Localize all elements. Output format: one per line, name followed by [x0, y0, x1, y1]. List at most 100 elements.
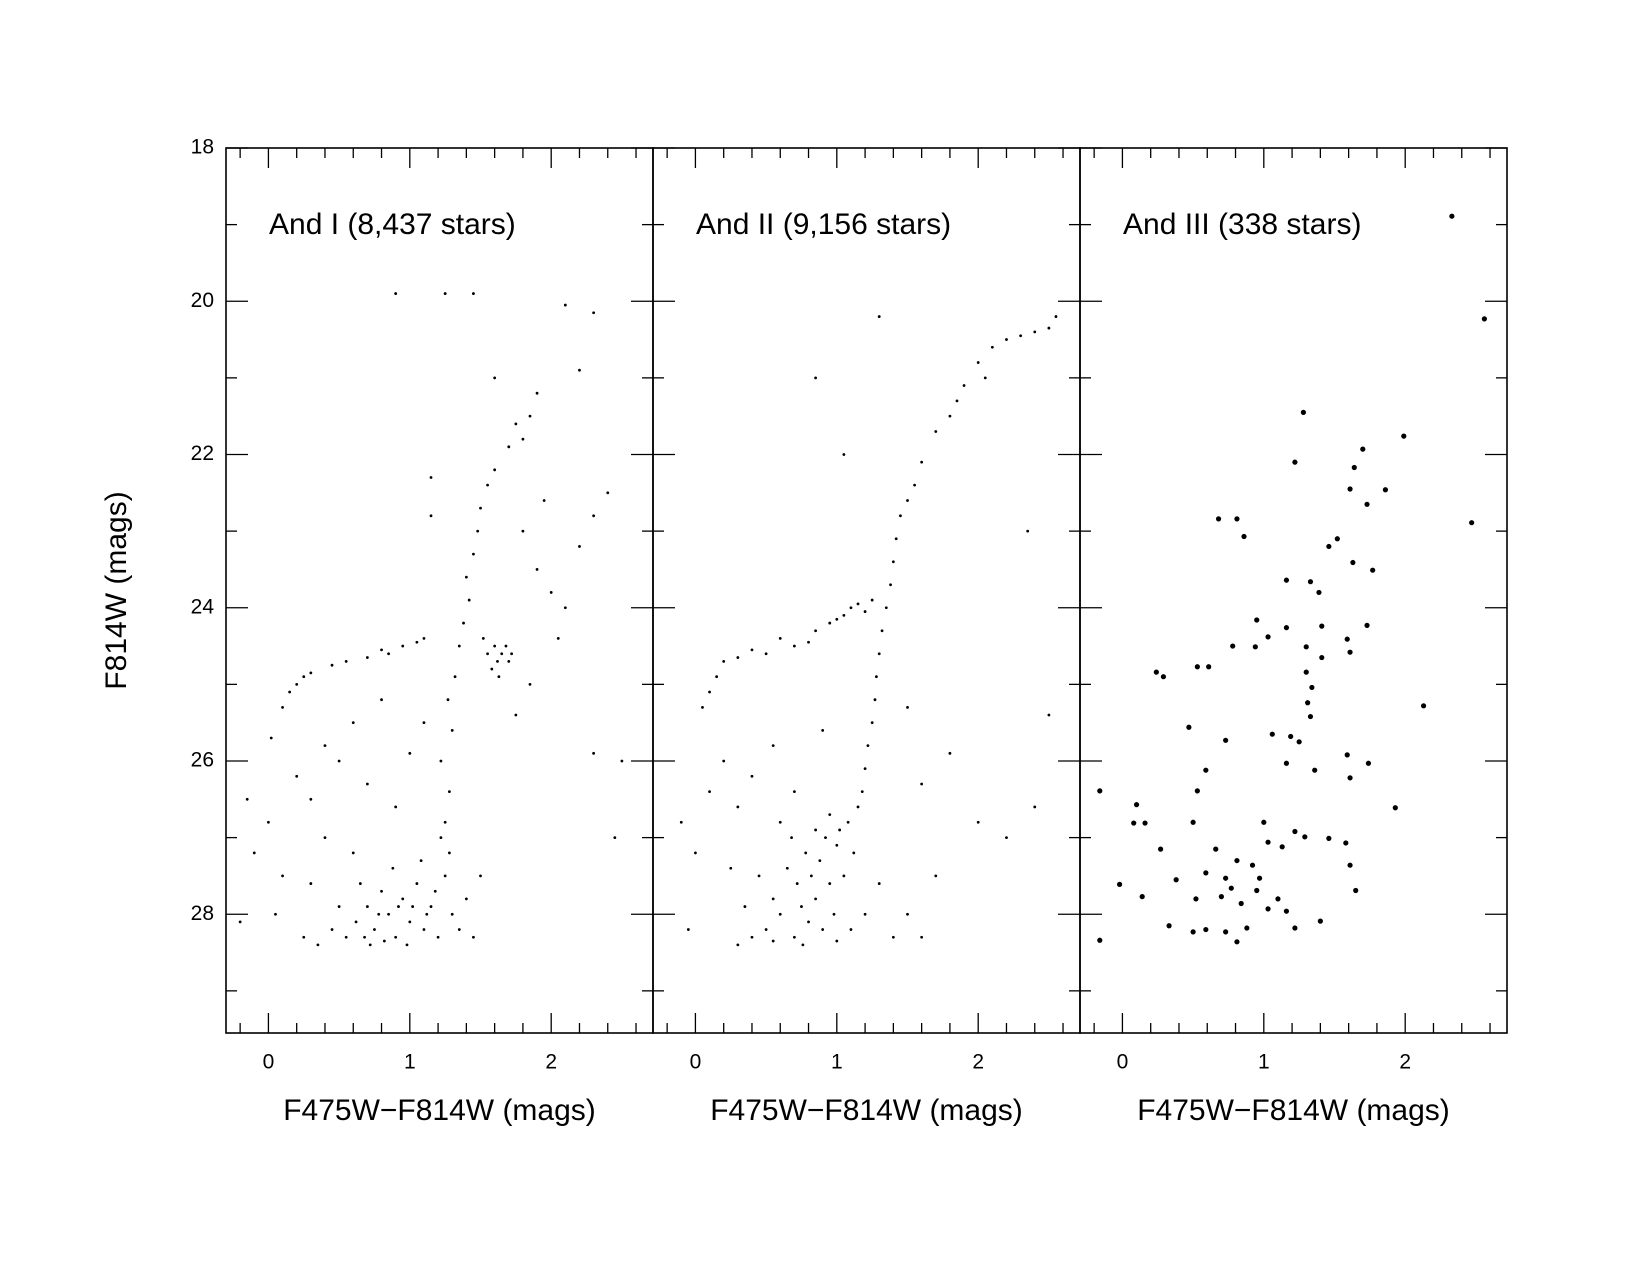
star-point — [1033, 805, 1037, 809]
star-point — [382, 939, 386, 943]
star-point — [507, 659, 511, 663]
star-point — [1218, 894, 1224, 900]
star-point — [592, 514, 596, 518]
star-point — [1265, 839, 1271, 845]
star-point — [1292, 828, 1298, 835]
star-point — [479, 874, 482, 878]
star-point — [330, 663, 334, 667]
star-point — [955, 399, 959, 403]
star-point — [472, 935, 475, 939]
x-tick-label: 0 — [1117, 1051, 1129, 1074]
star-point — [447, 790, 451, 794]
star-point — [757, 874, 761, 878]
star-point — [436, 935, 440, 939]
star-point — [906, 499, 909, 502]
star-point — [1142, 820, 1148, 826]
star-point — [422, 928, 426, 931]
star-point — [1133, 802, 1140, 808]
star-point — [1097, 937, 1103, 943]
star-point — [1420, 703, 1427, 709]
star-point — [528, 414, 532, 418]
star-point — [1309, 684, 1315, 691]
star-point — [1254, 617, 1260, 623]
star-point — [792, 644, 796, 648]
star-point — [835, 843, 839, 847]
star-point — [500, 652, 504, 656]
y-tick-label: 18 — [191, 136, 214, 159]
star-point — [405, 943, 409, 947]
star-point — [1392, 805, 1398, 811]
star-point — [486, 652, 489, 656]
star-point — [842, 874, 846, 878]
star-point — [1190, 819, 1196, 825]
star-point — [1469, 520, 1475, 526]
star-point — [408, 751, 412, 755]
x-tick-label: 2 — [972, 1051, 984, 1074]
star-point — [397, 905, 400, 908]
star-point — [556, 636, 560, 640]
star-point — [1215, 516, 1222, 522]
star-point — [252, 851, 256, 855]
panel-title: And I (8,437 stars) — [269, 208, 516, 241]
star-point — [1347, 649, 1353, 655]
star-point — [736, 943, 740, 947]
star-point — [1292, 459, 1298, 465]
x-axis-label: F475W−F814W (mags) — [710, 1094, 1023, 1127]
star-point — [1005, 836, 1008, 840]
x-tick-label: 2 — [1399, 1051, 1411, 1074]
star-point — [764, 652, 768, 656]
star-point — [363, 935, 366, 939]
star-point — [891, 935, 895, 939]
star-point — [838, 828, 842, 832]
star-point — [1254, 887, 1260, 894]
star-point — [479, 506, 482, 510]
star-point — [481, 636, 485, 640]
star-point — [880, 629, 884, 633]
star-point — [1303, 644, 1309, 650]
star-point — [1382, 487, 1389, 493]
star-point — [1256, 875, 1263, 881]
star-point — [790, 836, 793, 840]
star-point — [309, 797, 313, 801]
star-point — [387, 652, 390, 656]
star-point — [496, 659, 499, 663]
star-point — [849, 606, 853, 610]
star-point — [1347, 486, 1353, 492]
star-point — [1153, 669, 1159, 675]
star-point — [578, 368, 581, 372]
star-point — [899, 514, 902, 518]
star-point — [377, 912, 381, 916]
star-point — [486, 483, 489, 487]
y-tick-label: 20 — [191, 289, 214, 312]
star-point — [1228, 885, 1234, 891]
star-point — [238, 920, 242, 924]
star-point — [889, 583, 892, 587]
star-point — [1288, 733, 1294, 740]
star-point — [443, 874, 447, 878]
star-point — [394, 935, 398, 939]
star-point — [1300, 409, 1306, 415]
star-point — [863, 767, 867, 771]
star-point — [433, 889, 437, 893]
star-point — [1275, 896, 1281, 902]
star-point — [771, 939, 775, 943]
star-point — [860, 790, 864, 794]
star-point — [521, 437, 525, 441]
star-point — [976, 820, 980, 824]
star-point — [736, 656, 740, 659]
star-point — [1203, 926, 1209, 933]
star-point — [439, 836, 443, 840]
star-point — [1319, 623, 1325, 629]
star-point — [1234, 516, 1240, 522]
star-point — [274, 912, 277, 916]
star-point — [269, 736, 273, 740]
star-point — [472, 292, 475, 295]
star-point — [245, 797, 249, 801]
star-point — [764, 928, 768, 931]
star-point — [801, 943, 805, 947]
star-point — [1303, 669, 1309, 675]
star-point — [1097, 788, 1103, 794]
star-point — [439, 759, 443, 763]
x-tick-label: 0 — [263, 1051, 275, 1074]
star-point — [852, 851, 856, 855]
